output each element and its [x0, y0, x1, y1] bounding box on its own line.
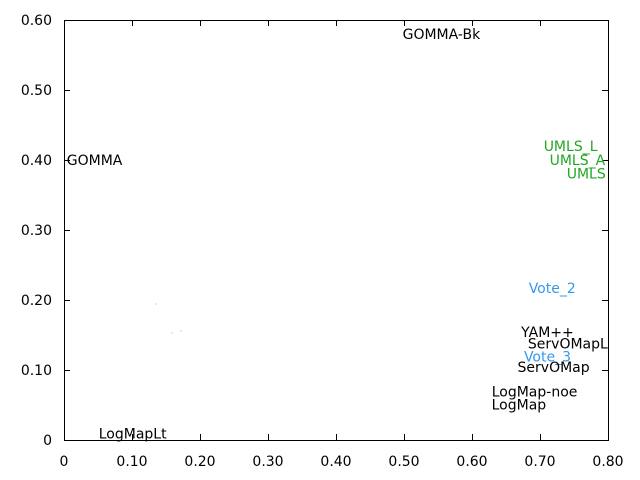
- x-tick-label: 0.50: [388, 454, 419, 470]
- x-tick-label: 0.20: [184, 454, 215, 470]
- point-label-vote-3: Vote_3: [524, 350, 571, 366]
- x-tick-label: 0.30: [252, 454, 283, 470]
- y-tick-label: 0.10: [21, 363, 52, 379]
- point-label-umls-l: UMLS_L: [544, 139, 598, 155]
- x-tick-label: 0.70: [524, 454, 555, 470]
- x-tick-label: 0.60: [456, 454, 487, 470]
- y-tick-label: 0: [43, 433, 52, 449]
- y-tick-label: 0.20: [21, 293, 52, 309]
- point-label-logmaplt: LogMapLt: [99, 427, 167, 443]
- point-label-umls-a: UMLS_A: [550, 153, 606, 169]
- x-tick-label: 0.10: [116, 454, 147, 470]
- speck-mark: [155, 303, 157, 305]
- x-tick-label: 0.40: [320, 454, 351, 470]
- point-label-gomma-bk: GOMMA-Bk: [403, 27, 481, 43]
- y-tick-label: 0.40: [21, 153, 52, 169]
- point-label-logmap: LogMap: [492, 397, 547, 413]
- point-label-vote-2: Vote_2: [529, 281, 576, 297]
- point-label-gomma: GOMMA: [67, 153, 123, 169]
- speck-mark: [171, 332, 173, 334]
- plot-frame: [64, 20, 609, 441]
- point-label-umls: UMLS: [567, 166, 606, 182]
- y-tick-label: 0.50: [21, 83, 52, 99]
- point-label-logmap-noe: LogMap-noe: [492, 385, 578, 401]
- y-axis: 0 0.10 0.20 0.30 0.40 0.50 0.60: [21, 13, 608, 449]
- point-label-servomapl: ServOMapL: [528, 336, 608, 352]
- speck-mark: [180, 330, 182, 332]
- point-label-yam-: YAM++: [520, 325, 574, 341]
- x-axis: 0 0.10 0.20 0.30 0.40 0.50 0.60 0.70 0.80: [60, 20, 624, 470]
- point-label-servomap: ServOMap: [518, 360, 590, 376]
- y-tick-label: 0.60: [21, 13, 52, 29]
- x-tick-label: 0: [60, 454, 69, 470]
- y-tick-label: 0.30: [21, 223, 52, 239]
- x-tick-label: 0.80: [592, 454, 623, 470]
